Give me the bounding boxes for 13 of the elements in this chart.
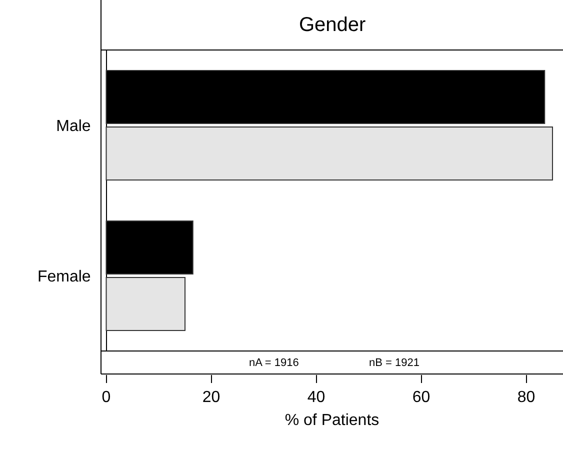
x-tick-label: 20 [202,389,220,406]
bar [106,276,186,331]
y-tick-label: Male [56,118,91,135]
x-tick-label: 0 [102,389,111,406]
annotation: nA = 1916 [249,357,299,369]
x-axis-title: % of Patients [284,412,380,429]
bar [106,126,553,180]
x-tick-label: 80 [517,389,536,406]
text: Gender [299,14,366,36]
x-tick-label: 40 [307,389,326,406]
annotation: nB = 1921 [369,357,420,369]
x-tick-label: 60 [412,389,430,406]
y-tick-label: Female [37,268,91,286]
